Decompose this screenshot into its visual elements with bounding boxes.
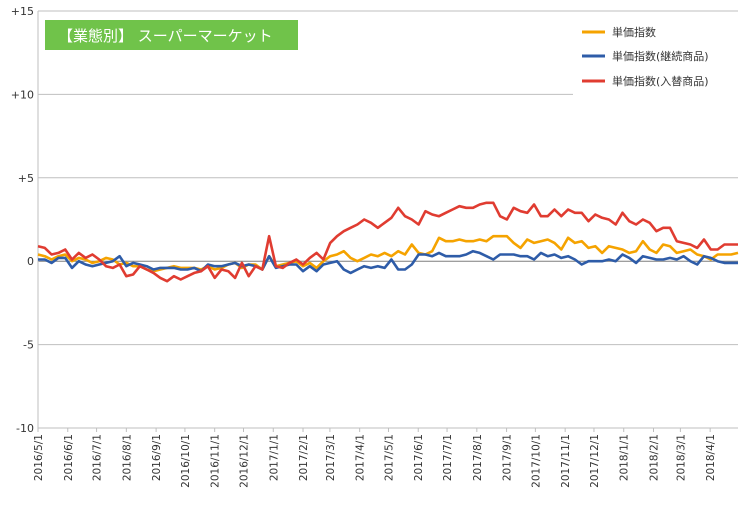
chart-title-box: 【業態別】 スーパーマーケット <box>45 20 298 50</box>
x-tick-label: 2017/5/1 <box>383 434 395 481</box>
y-tick-label: +10 <box>11 88 34 101</box>
x-tick-label: 2016/5/1 <box>33 434 45 481</box>
x-tick-label: 2018/2/1 <box>649 434 661 481</box>
series-lines <box>37 201 739 283</box>
x-tick-label: 2016/7/1 <box>92 434 104 481</box>
legend-item-tanka: 単価指数 <box>582 25 656 39</box>
x-tick-label: 2018/4/1 <box>705 434 717 481</box>
chart-title: 【業態別】 スーパーマーケット <box>58 27 273 45</box>
series-line-2 <box>37 201 738 283</box>
y-tick-label: +15 <box>11 5 34 18</box>
x-tick-label: 2017/8/1 <box>472 434 484 481</box>
x-tick-label: 2016/10/1 <box>180 434 192 488</box>
x-tick-label: 2016/6/1 <box>63 434 75 481</box>
legend-item-keizoku: 単価指数(継続商品) <box>582 49 709 63</box>
series-line-0 <box>37 234 739 273</box>
x-tick-label: 2017/3/1 <box>325 434 337 481</box>
x-tick-label: 2016/12/1 <box>238 434 250 488</box>
x-tick-label: 2018/3/1 <box>675 434 687 481</box>
x-tick-label: 2017/6/1 <box>413 434 425 481</box>
x-tick-label: 2017/1/1 <box>268 434 280 481</box>
y-tick-label: -5 <box>23 339 34 352</box>
x-tick-label: 2016/11/1 <box>210 434 222 488</box>
x-tick-label: 2017/4/1 <box>355 434 367 481</box>
x-tick-label: 2017/12/1 <box>589 434 601 488</box>
x-tick-label: 2017/9/1 <box>502 434 514 481</box>
title-background <box>45 20 298 50</box>
x-tick-label: 2017/11/1 <box>560 434 572 488</box>
legend-item-irekae: 単価指数(入替商品) <box>582 74 709 88</box>
x-tick-label: 2016/9/1 <box>151 434 163 481</box>
x-tick-label: 2018/1/1 <box>619 434 631 481</box>
legend-label: 単価指数(継続商品) <box>612 49 709 63</box>
y-tick-label: -10 <box>16 422 34 435</box>
legend-label: 単価指数 <box>612 25 656 39</box>
y-tick-label: 0 <box>27 255 34 268</box>
x-tick-label: 2016/8/1 <box>121 434 133 481</box>
x-tick-label: 2017/7/1 <box>442 434 454 481</box>
legend: 単価指数 単価指数(継続商品) 単価指数(入替商品) <box>573 15 741 95</box>
series-line-1 <box>38 249 738 275</box>
y-tick-label: +5 <box>18 172 34 185</box>
x-tick-label: 2017/10/1 <box>530 434 542 488</box>
legend-label: 単価指数(入替商品) <box>612 74 709 88</box>
x-tick-label: 2017/2/1 <box>298 434 310 481</box>
